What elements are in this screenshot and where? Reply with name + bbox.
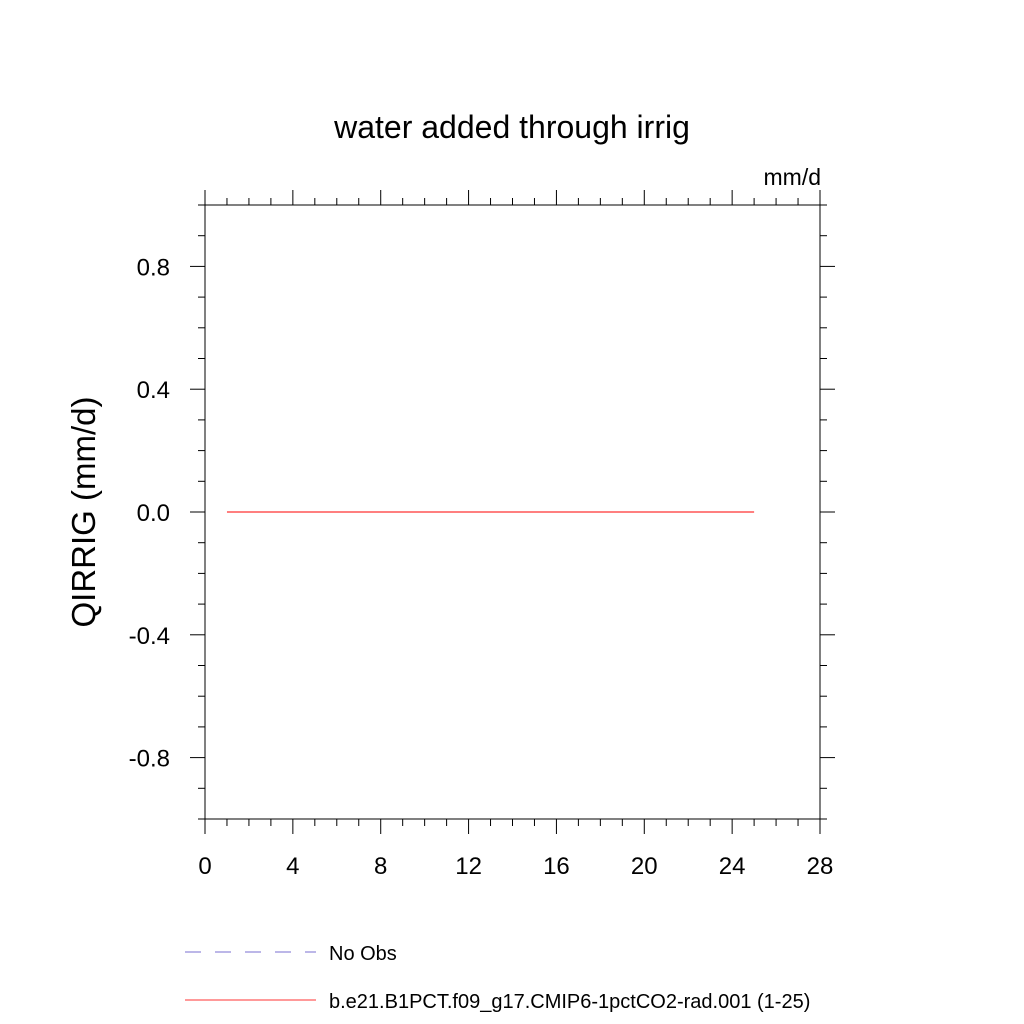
y-tick-label: -0.4 (129, 623, 170, 650)
units-label: mm/d (764, 164, 822, 190)
y-tick-label: 0.4 (137, 377, 170, 404)
y-tick-label: -0.8 (129, 746, 170, 773)
y-axis-label: QIRRIG (mm/d) (65, 397, 102, 628)
tick-labels: 0 4 8 12 16 20 24 28 -0.8 -0.4 0.0 0.4 0.8 (129, 254, 834, 880)
x-tick-label: 16 (543, 853, 570, 880)
x-tick-label: 28 (807, 853, 834, 880)
x-tick-label: 24 (719, 853, 746, 880)
legend-label: b.e21.B1PCT.f09_g17.CMIP6-1pctCO2-rad.00… (329, 991, 810, 1013)
x-tick-label: 0 (198, 853, 211, 880)
x-tick-label: 12 (455, 853, 482, 880)
ticks (190, 190, 835, 834)
legend-label: No Obs (329, 943, 397, 965)
y-tick-label: 0.8 (137, 254, 170, 281)
chart-title: water added through irrig (333, 109, 690, 145)
x-tick-label: 8 (374, 853, 387, 880)
legend: No Obs b.e21.B1PCT.f09_g17.CMIP6-1pctCO2-… (185, 943, 810, 1013)
x-tick-label: 20 (631, 853, 658, 880)
y-tick-label: 0.0 (137, 500, 170, 527)
x-tick-label: 4 (286, 853, 299, 880)
